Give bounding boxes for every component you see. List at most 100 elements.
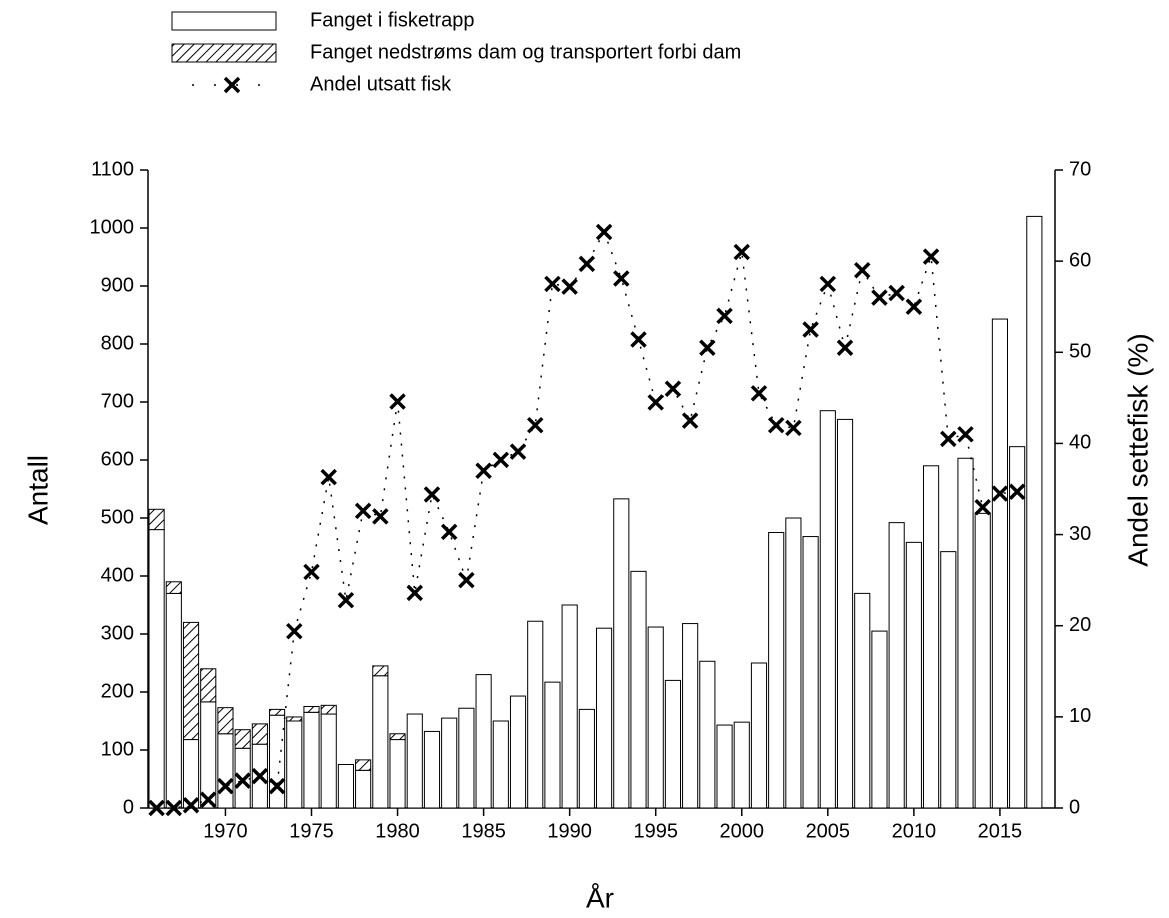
marker-cross bbox=[527, 416, 544, 434]
bar bbox=[372, 665, 389, 677]
bar bbox=[389, 739, 406, 809]
bar bbox=[492, 720, 509, 809]
bar bbox=[991, 318, 1008, 809]
marker-cross bbox=[406, 584, 424, 602]
marker-cross bbox=[871, 289, 888, 306]
bar bbox=[269, 708, 286, 716]
bar bbox=[286, 720, 303, 809]
bar bbox=[303, 706, 320, 713]
marker bbox=[217, 777, 234, 795]
y-tick-label: 100 bbox=[101, 738, 134, 760]
marker bbox=[647, 394, 664, 411]
y-tick-label: 300 bbox=[101, 622, 134, 644]
bar bbox=[699, 660, 716, 809]
bar bbox=[389, 733, 406, 741]
bar bbox=[234, 747, 251, 809]
y2-tick-label: 20 bbox=[1069, 614, 1091, 636]
marker-cross bbox=[372, 508, 389, 525]
x-tick-label: 1995 bbox=[633, 820, 678, 842]
bar bbox=[165, 592, 182, 809]
bar bbox=[664, 679, 681, 809]
marker-cross bbox=[492, 451, 510, 469]
bar bbox=[871, 630, 888, 809]
bar bbox=[182, 621, 200, 741]
y-tick-label: 400 bbox=[101, 564, 134, 586]
y-tick-label: 900 bbox=[101, 274, 134, 296]
bar bbox=[509, 695, 527, 809]
marker-cross bbox=[854, 262, 871, 279]
marker bbox=[613, 270, 630, 287]
marker-cross bbox=[785, 419, 802, 437]
legend-label: Andel utsatt fisk bbox=[310, 73, 452, 95]
y2-tick-label: 10 bbox=[1069, 705, 1091, 727]
bar bbox=[716, 724, 733, 809]
marker-cross bbox=[544, 275, 561, 293]
marker-cross bbox=[664, 380, 682, 397]
marker-cross bbox=[286, 622, 303, 640]
x-tick-label: 2000 bbox=[720, 820, 765, 842]
marker-cross bbox=[303, 563, 320, 581]
marker bbox=[819, 275, 837, 293]
bar bbox=[475, 674, 492, 809]
marker bbox=[440, 523, 458, 541]
marker-cross bbox=[458, 571, 475, 589]
marker-cross bbox=[148, 799, 165, 817]
marker bbox=[785, 419, 802, 437]
marker bbox=[561, 278, 578, 295]
y-tick-label: 0 bbox=[123, 796, 134, 818]
y2-axis-label: Andel settefisk (%) bbox=[1122, 333, 1153, 566]
marker bbox=[303, 563, 320, 581]
bar bbox=[630, 570, 647, 809]
marker bbox=[836, 339, 854, 356]
y-tick-label: 500 bbox=[101, 506, 134, 528]
marker-cross bbox=[681, 412, 699, 429]
marker bbox=[251, 767, 269, 785]
marker bbox=[527, 416, 544, 434]
marker-cross bbox=[578, 255, 596, 273]
bar bbox=[234, 729, 251, 749]
legend-label: Fanget i fisketrapp bbox=[310, 9, 475, 31]
marker-cross bbox=[819, 275, 837, 293]
bar bbox=[251, 723, 268, 745]
y-tick-label: 600 bbox=[101, 448, 134, 470]
marker-cross bbox=[940, 430, 957, 448]
marker-cross bbox=[1008, 483, 1026, 500]
marker-cross bbox=[337, 591, 355, 609]
x-tick-label: 1975 bbox=[289, 820, 334, 842]
bar bbox=[320, 713, 337, 809]
marker-cross bbox=[354, 502, 372, 520]
bar bbox=[836, 418, 854, 809]
marker bbox=[544, 275, 561, 293]
y2-tick-label: 40 bbox=[1069, 432, 1091, 454]
bar bbox=[940, 551, 957, 809]
marker bbox=[699, 339, 716, 356]
legend-marker bbox=[223, 76, 241, 94]
bar bbox=[923, 465, 940, 809]
marker-cross bbox=[509, 443, 527, 460]
bar bbox=[854, 592, 871, 809]
bar bbox=[682, 623, 699, 809]
marker bbox=[234, 772, 251, 789]
marker-cross bbox=[905, 298, 923, 315]
marker bbox=[802, 321, 819, 338]
y2-tick-label: 50 bbox=[1069, 341, 1091, 363]
x-tick-label: 2010 bbox=[892, 820, 937, 842]
y2-tick-label: 60 bbox=[1069, 249, 1091, 271]
x-tick-label: 1985 bbox=[461, 820, 506, 842]
bar bbox=[337, 764, 354, 809]
bar bbox=[217, 733, 234, 809]
marker-cross bbox=[389, 393, 406, 410]
bar bbox=[596, 627, 613, 809]
bar bbox=[148, 508, 165, 531]
bar bbox=[819, 410, 836, 809]
marker-cross bbox=[475, 462, 492, 480]
marker bbox=[148, 799, 165, 817]
marker bbox=[165, 799, 183, 817]
y-tick-label: 200 bbox=[101, 680, 134, 702]
bar bbox=[355, 759, 372, 771]
marker-cross bbox=[561, 278, 578, 295]
legend-label: Fanget nedstrøms dam og transportert for… bbox=[310, 41, 741, 63]
y-axis-label: Antall bbox=[22, 455, 53, 525]
marker-cross bbox=[922, 248, 940, 265]
